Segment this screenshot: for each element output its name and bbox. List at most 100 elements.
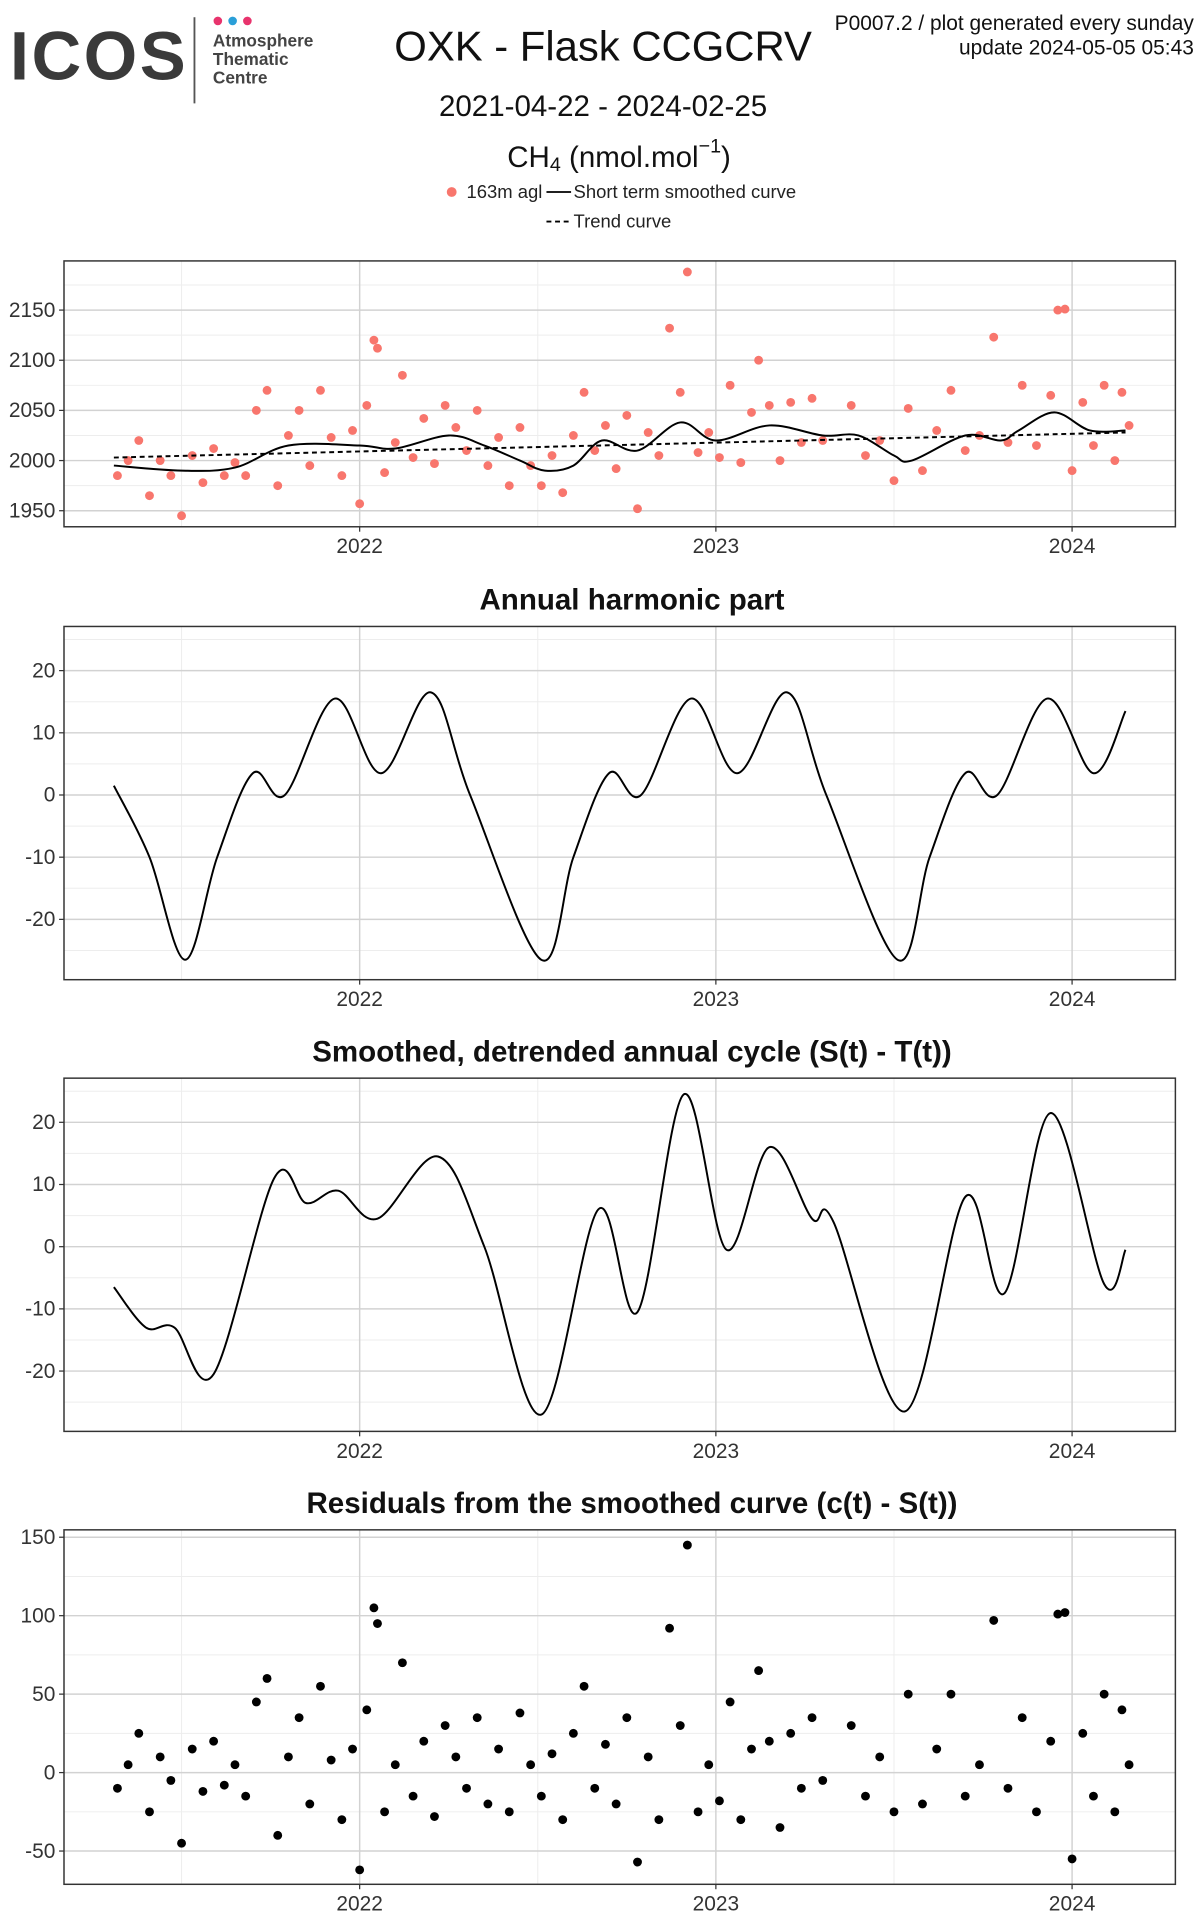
data-point: [504, 1807, 514, 1817]
data-point: [932, 1744, 942, 1754]
data-point: [903, 1689, 913, 1699]
data-point: [633, 504, 642, 514]
data-point: [373, 1619, 382, 1628]
data-point: [1117, 387, 1127, 397]
panel-title: Smoothed, detrended annual cycle (S(t) -…: [312, 1035, 952, 1068]
plot-border: [63, 1529, 1177, 1886]
x-tick-label: 2024: [1049, 988, 1096, 1011]
data-point: [515, 1708, 525, 1718]
data-point: [807, 393, 817, 403]
data-point: [1032, 441, 1041, 450]
data-point: [558, 1815, 568, 1825]
data-point: [875, 436, 885, 445]
header: ICOS Atmosphere Thematic Centre OXK - Fl…: [10, 12, 1195, 176]
line: [113, 411, 1126, 472]
data-point: [316, 1681, 325, 1691]
data-point: [494, 1744, 504, 1754]
data-point: [380, 1807, 390, 1817]
data-point: [305, 1799, 315, 1809]
data-point: [736, 1815, 746, 1825]
legend: 163m agl Short term smoothed curve Trend…: [446, 181, 796, 232]
data-point: [682, 267, 692, 277]
data-point: [251, 405, 261, 415]
y-tick-label: 2000: [9, 449, 56, 472]
logo-dot: [213, 16, 223, 26]
data-point: [989, 1615, 999, 1625]
data-point: [654, 1815, 664, 1825]
data-point: [337, 471, 347, 481]
data-point: [451, 423, 461, 432]
data-point: [134, 1728, 144, 1738]
plot-background: [64, 260, 1176, 527]
data-point: [262, 1674, 272, 1683]
data-point: [725, 380, 735, 390]
line: [113, 1093, 1127, 1416]
y-tick-label: 2150: [9, 299, 56, 322]
data-point: [1078, 1728, 1088, 1738]
data-point: [1017, 1713, 1027, 1723]
data-point: [348, 1744, 357, 1754]
data-point: [419, 1736, 429, 1746]
data-point: [316, 385, 325, 395]
data-point: [419, 413, 429, 423]
data-point: [1099, 1689, 1109, 1699]
data-point: [483, 1799, 493, 1809]
data-point: [472, 1713, 482, 1723]
y-tick-label: -20: [25, 1360, 55, 1383]
data-point: [362, 400, 372, 410]
data-point: [187, 1744, 197, 1754]
data-point: [1060, 1608, 1070, 1617]
data-point: [675, 387, 685, 397]
y-tick-label: 100: [20, 1604, 55, 1627]
data-point: [430, 1812, 439, 1821]
data-point: [643, 428, 653, 437]
data-point: [355, 1865, 365, 1875]
logo-dot: [228, 16, 237, 26]
plot-border: [63, 625, 1177, 981]
data-point: [1067, 1854, 1077, 1864]
data-point: [654, 451, 664, 460]
panel: -50 0 50 100 150 2022 2023 2024 Residuals from t…: [20, 1487, 1177, 1916]
data-point: [775, 456, 785, 465]
data-point: [1124, 1760, 1134, 1770]
data-point: [601, 1739, 610, 1749]
data-point: [166, 1776, 176, 1785]
species-sub: 4: [550, 154, 561, 176]
data-point: [369, 335, 379, 345]
data-point: [1046, 390, 1056, 400]
data-point: [693, 448, 703, 457]
data-point: [397, 370, 407, 380]
data-point: [590, 446, 600, 455]
y-tick-label: 150: [20, 1526, 55, 1549]
y-tick-label: 1950: [9, 499, 56, 522]
data-point: [611, 464, 621, 474]
x-tick-label: 2023: [693, 1440, 740, 1463]
data-point: [568, 1728, 578, 1738]
x-tick-label: 2024: [1049, 1440, 1096, 1463]
x-tick-label: 2024: [1049, 1893, 1096, 1916]
data-point: [704, 1760, 714, 1770]
data-point: [134, 436, 144, 445]
data-point: [305, 461, 315, 471]
data-point: [145, 1807, 154, 1817]
data-point: [960, 1791, 970, 1801]
data-point: [145, 491, 154, 501]
data-point: [326, 433, 336, 442]
species-label: CH4 (nmol.mol−1): [507, 136, 731, 176]
data-point: [796, 1783, 806, 1793]
note: update 2024-05-05 05:43: [959, 37, 1194, 60]
data-point: [430, 459, 439, 468]
data-point: [1003, 1783, 1013, 1793]
data-point: [355, 499, 365, 509]
species-sup: −1: [699, 136, 721, 158]
y-tick-label: 10: [32, 1173, 55, 1196]
data-point: [665, 1623, 674, 1633]
data-point: [889, 476, 899, 486]
data-point: [326, 1755, 336, 1765]
data-point: [875, 1752, 885, 1762]
panel: -20 -10 0 10 20 2022 2023 2024 Smoothed, detrend…: [25, 1035, 1177, 1463]
data-point: [975, 1760, 984, 1770]
data-point: [1003, 438, 1013, 447]
data-point: [590, 1783, 600, 1793]
